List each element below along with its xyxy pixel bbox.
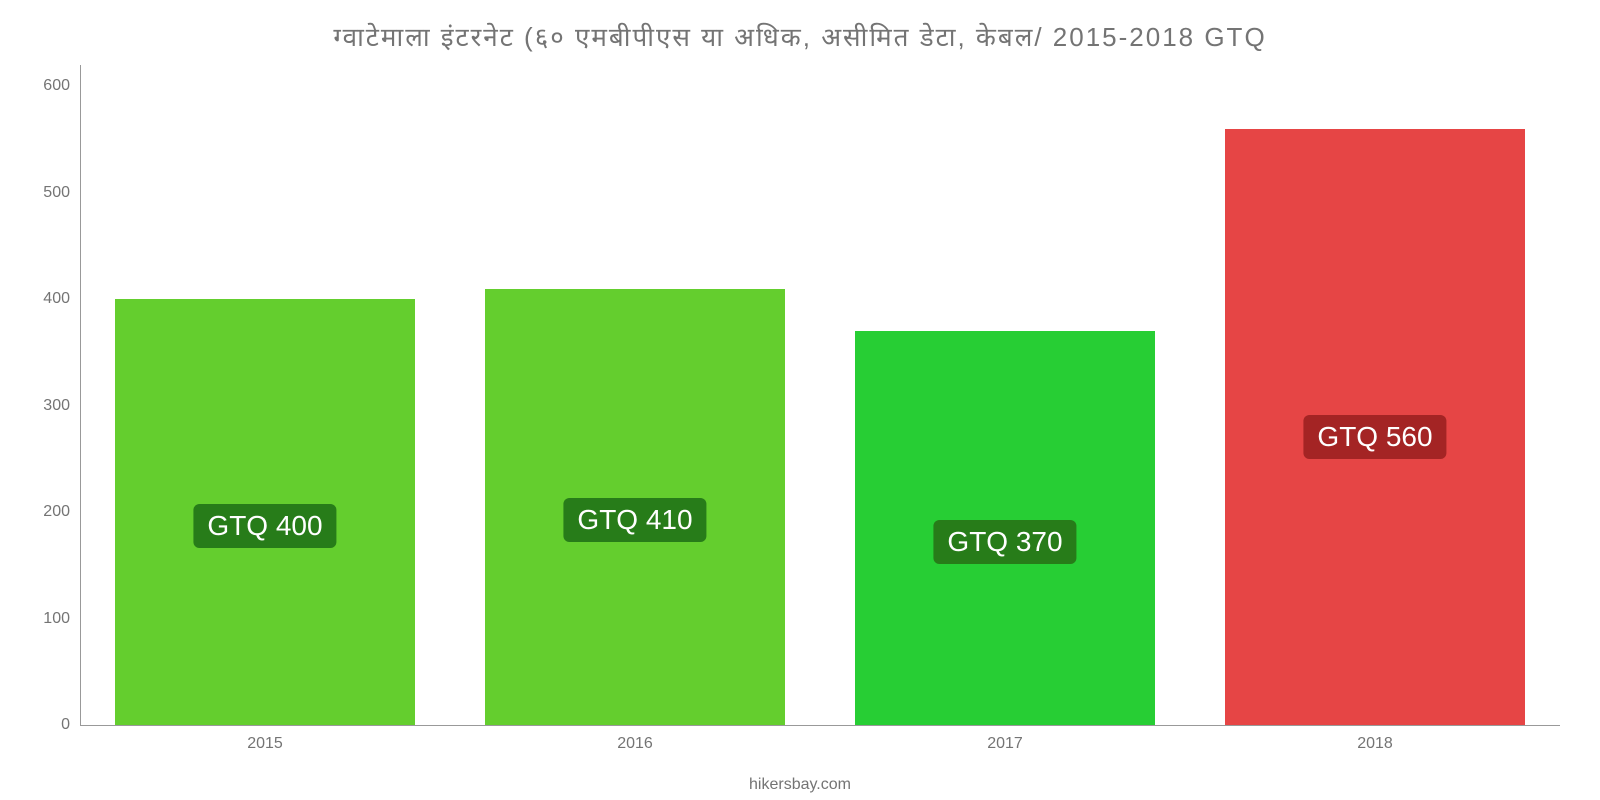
y-axis-tick: 300 [43,397,80,415]
x-axis: 2015 2016 2017 2018 [80,735,1560,753]
bar-value-label: GTQ 370 [933,520,1076,564]
y-axis-tick: 100 [43,610,80,628]
bar: GTQ 400 [115,299,415,725]
bar-slot: GTQ 400 [115,299,415,725]
bar-slot: GTQ 410 [485,289,785,725]
bar: GTQ 370 [855,331,1155,725]
y-axis-tick: 600 [43,77,80,95]
y-axis-tick: 400 [43,290,80,308]
x-axis-tick: 2018 [1225,735,1525,753]
x-axis-tick: 2016 [485,735,785,753]
x-axis-baseline [80,725,1560,726]
bar-slot: GTQ 560 [1225,129,1525,725]
y-axis-tick: 500 [43,184,80,202]
bar: GTQ 560 [1225,129,1525,725]
bar-slot: GTQ 370 [855,331,1155,725]
y-axis-tick: 0 [61,716,80,734]
chart-title: ग्वाटेमाला इंटरनेट (६० एमबीपीएस या अधिक,… [0,18,1600,54]
bar-value-label: GTQ 560 [1303,415,1446,459]
bar-value-label: GTQ 410 [563,498,706,542]
bars-group: GTQ 400 GTQ 410 GTQ 370 GTQ 560 [80,65,1560,725]
attribution-text: hikersbay.com [0,776,1600,794]
bar: GTQ 410 [485,289,785,725]
x-axis-tick: 2015 [115,735,415,753]
x-axis-tick: 2017 [855,735,1155,753]
y-axis-tick: 200 [43,503,80,521]
plot-area: 0100200300400500600 GTQ 400GTQ 410GTQ 37… [80,65,1560,725]
chart-container: ग्वाटेमाला इंटरनेट (६० एमबीपीएस या अधिक,… [0,0,1600,800]
bar-value-label: GTQ 400 [193,504,336,548]
